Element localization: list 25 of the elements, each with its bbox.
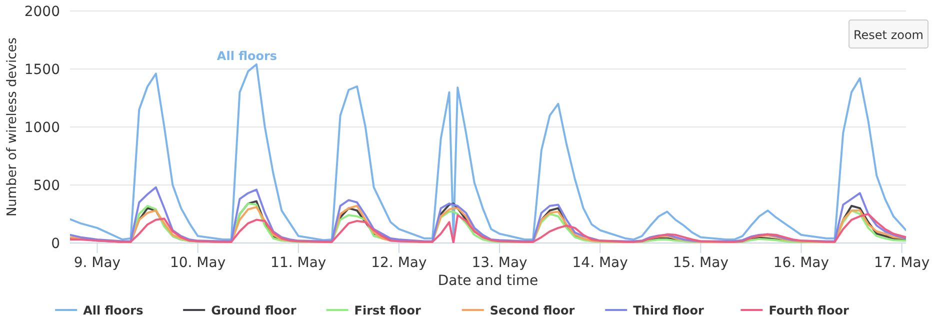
reset-zoom-button: Reset zoom [848,20,928,48]
legend-label: Second floor [490,304,575,318]
y-tick-label: 1000 [24,120,60,136]
x-tick-label: 14. May [572,255,628,271]
x-tick-label: 10. May [170,255,226,271]
y-axis-title: Number of wireless devices [5,37,20,217]
x-tick-label: 12. May [371,255,427,271]
legend-label: All floors [83,304,144,318]
x-tick-label: 15. May [672,255,729,271]
legend-label: Third floor [633,304,704,318]
x-tick-label: 9. May [74,255,121,271]
x-tick-label: 11. May [270,255,326,271]
annotation: Reset zoom [853,28,924,42]
x-tick-label: 16. May [773,255,830,271]
x-axis-title: Date and time [438,273,538,289]
legend-label: Fourth floor [768,304,849,318]
y-tick-label: 2000 [24,4,60,20]
annotation: All floors [216,49,278,63]
legend-label: Ground floor [211,304,296,318]
x-tick-label: 17. May [874,255,930,271]
x-tick-label: 13. May [472,255,528,271]
y-tick-label: 0 [51,236,60,252]
y-tick-label: 1500 [24,62,60,78]
legend-label: First floor [354,304,421,318]
y-tick-label: 500 [33,178,60,194]
